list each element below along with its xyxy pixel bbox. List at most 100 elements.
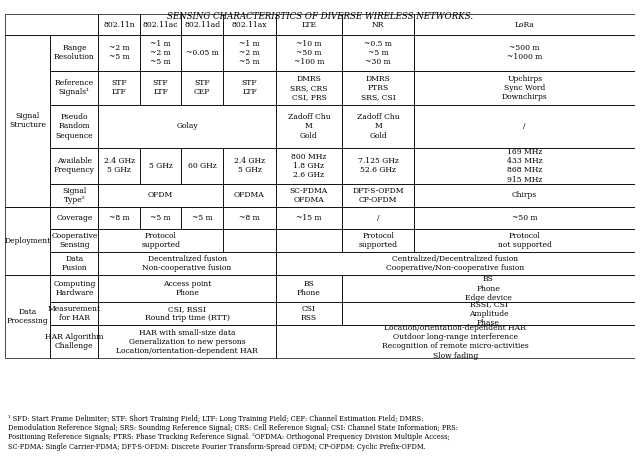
Text: 802.11n: 802.11n <box>103 20 135 29</box>
Bar <box>223 228 276 252</box>
Text: STF
LTF: STF LTF <box>242 79 257 97</box>
Bar <box>140 148 182 184</box>
Text: ~5 m: ~5 m <box>150 214 171 222</box>
Bar <box>223 207 276 228</box>
Bar <box>276 252 635 276</box>
Text: HAR Algorithm
Challenge: HAR Algorithm Challenge <box>45 333 104 350</box>
Bar <box>99 207 140 228</box>
Bar <box>99 228 223 252</box>
Bar <box>223 184 276 207</box>
Bar <box>276 148 342 184</box>
Bar <box>276 184 342 207</box>
Text: Decentralized fusion
Non-cooperative fusion: Decentralized fusion Non-cooperative fus… <box>143 255 232 272</box>
Text: SENSING CHARACTERISTICS OF DIVERSE WIRELESS NETWORKS.: SENSING CHARACTERISTICS OF DIVERSE WIREL… <box>167 12 473 21</box>
Text: Location/orientation-dependent HAR
Outdoor long-range interference
Recognition o: Location/orientation-dependent HAR Outdo… <box>382 324 529 359</box>
Text: ~15 m: ~15 m <box>296 214 322 222</box>
Bar <box>99 14 140 35</box>
Bar <box>5 14 99 35</box>
Bar <box>99 105 276 148</box>
Text: Pseudo
Random
Sequence: Pseudo Random Sequence <box>56 113 93 139</box>
Text: Protocol
not supported: Protocol not supported <box>498 232 552 249</box>
Bar <box>276 105 342 148</box>
Bar <box>182 207 223 228</box>
Text: Computing
Hardware: Computing Hardware <box>53 280 95 297</box>
Text: SC-FDMA
OFDMA: SC-FDMA OFDMA <box>290 187 328 204</box>
Text: Reference
Signals¹: Reference Signals¹ <box>55 79 94 97</box>
Text: BS
Phone: BS Phone <box>297 280 321 297</box>
Bar <box>51 276 99 302</box>
Bar <box>99 71 140 105</box>
Text: ~0.5 m
~5 m
~30 m: ~0.5 m ~5 m ~30 m <box>364 40 392 66</box>
Bar <box>51 105 99 148</box>
Text: Signal
Type²: Signal Type² <box>62 187 86 204</box>
Text: /: / <box>377 214 380 222</box>
Bar <box>51 207 99 228</box>
Bar <box>342 71 415 105</box>
Bar <box>140 14 182 35</box>
Text: BS
Phone
Edge device: BS Phone Edge device <box>465 275 512 302</box>
Text: ~8 m: ~8 m <box>239 214 260 222</box>
Bar <box>415 105 635 148</box>
Bar <box>276 302 342 326</box>
Bar <box>140 71 182 105</box>
Text: 802.11ax: 802.11ax <box>232 20 268 29</box>
Bar <box>182 14 223 35</box>
Text: LTE: LTE <box>301 20 316 29</box>
Text: RSSI, CSI
Amplitude
Phase: RSSI, CSI Amplitude Phase <box>468 300 508 327</box>
Bar <box>342 276 635 302</box>
Bar <box>223 148 276 184</box>
Bar <box>182 35 223 71</box>
Text: CSI, RSSI
Round trip time (RTT): CSI, RSSI Round trip time (RTT) <box>145 305 230 322</box>
Text: Zadoff Chu
M
Gold: Zadoff Chu M Gold <box>287 113 330 139</box>
Text: /: / <box>524 122 526 130</box>
Bar <box>276 35 342 71</box>
Bar <box>99 184 223 207</box>
Bar <box>223 71 276 105</box>
Bar <box>99 35 140 71</box>
Text: HAR with small-size data
Generalization to new persons
Location/orientation-depe: HAR with small-size data Generalization … <box>116 328 258 355</box>
Bar <box>415 35 635 71</box>
Bar <box>99 276 276 302</box>
Bar <box>415 184 635 207</box>
Bar <box>276 326 635 358</box>
Bar <box>276 207 342 228</box>
Bar <box>342 184 415 207</box>
Text: CSI
RSS: CSI RSS <box>301 305 317 322</box>
Text: DMRS
SRS, CRS
CSI, PRS: DMRS SRS, CRS CSI, PRS <box>290 75 328 101</box>
Text: Measurement
for HAR: Measurement for HAR <box>48 305 101 322</box>
Bar <box>51 302 99 326</box>
Text: 7.125 GHz
52.6 GHz: 7.125 GHz 52.6 GHz <box>358 157 399 174</box>
Bar <box>5 207 51 276</box>
Text: ~2 m
~5 m: ~2 m ~5 m <box>109 44 129 61</box>
Bar <box>99 148 140 184</box>
Bar <box>182 71 223 105</box>
Bar <box>51 35 99 71</box>
Bar <box>99 326 276 358</box>
Text: Cooperative
Sensing: Cooperative Sensing <box>51 232 97 249</box>
Text: LoRa: LoRa <box>515 20 534 29</box>
Text: 800 MHz
1.8 GHz
2.6 GHz: 800 MHz 1.8 GHz 2.6 GHz <box>291 152 326 179</box>
Text: NR: NR <box>372 20 385 29</box>
Text: Centralized/Decentralized fusion
Cooperative/Non-cooperative fusion: Centralized/Decentralized fusion Coopera… <box>387 255 525 272</box>
Bar <box>342 148 415 184</box>
Text: ~10 m
~50 m
~100 m: ~10 m ~50 m ~100 m <box>294 40 324 66</box>
Text: Data
Fusion: Data Fusion <box>61 255 87 272</box>
Bar <box>342 302 635 326</box>
Bar <box>51 148 99 184</box>
Text: 802.11ad: 802.11ad <box>184 20 220 29</box>
Text: 802.11ac: 802.11ac <box>143 20 179 29</box>
Bar <box>51 184 99 207</box>
Text: Chirps: Chirps <box>512 191 538 199</box>
Bar <box>51 71 99 105</box>
Bar <box>5 35 51 207</box>
Text: STF
LTF: STF LTF <box>111 79 127 97</box>
Bar <box>99 252 276 276</box>
Text: DMRS
PTRS
SRS, CSI: DMRS PTRS SRS, CSI <box>361 75 396 101</box>
Text: OFDMA: OFDMA <box>234 191 265 199</box>
Text: Data
Processing: Data Processing <box>7 308 49 326</box>
Bar <box>140 207 182 228</box>
Text: 2.4 GHz
5 GHz: 2.4 GHz 5 GHz <box>104 157 134 174</box>
Bar <box>415 228 635 252</box>
Bar <box>276 71 342 105</box>
Text: Protocol
supported: Protocol supported <box>359 232 397 249</box>
